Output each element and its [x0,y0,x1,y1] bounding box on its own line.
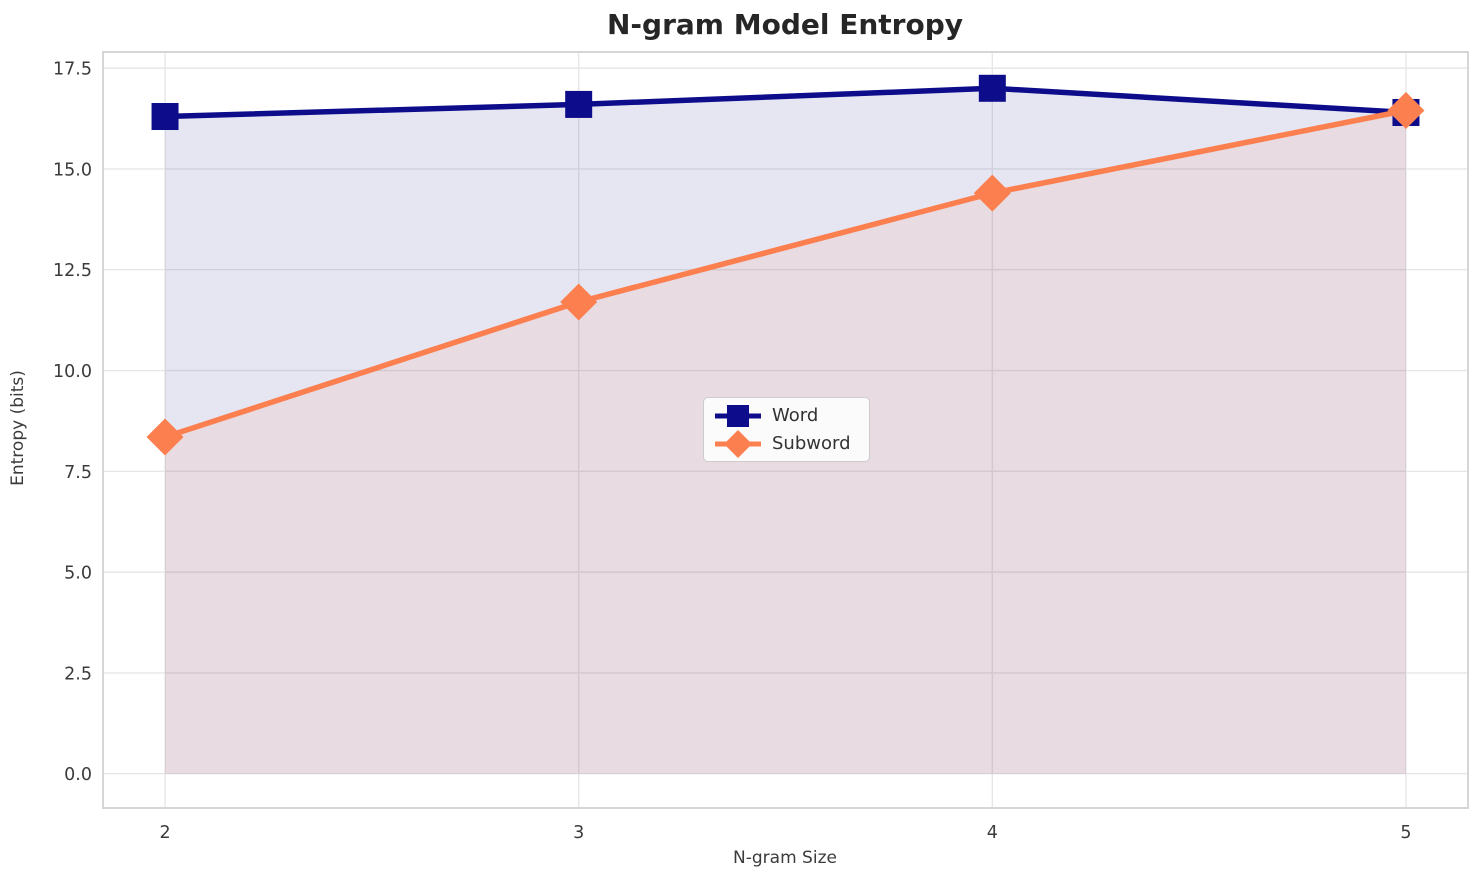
x-tick-label: 2 [159,823,170,843]
marker-diamond-subword [146,418,184,456]
y-tick-label: 5.0 [64,564,92,584]
series-line-word [164,85,1407,120]
subword-series-marker-icon [715,430,761,458]
x-tick-label: 4 [987,823,998,843]
x-axis-label: N-gram Size [733,848,837,868]
marker-diamond-subword [560,283,598,321]
word-series-marker-icon [715,405,761,427]
legend-entry-word: Word [714,402,859,430]
chart-title: N-gram Model Entropy [607,8,963,41]
legend-entry-subword: Subword [714,430,859,458]
series-line-subword [164,107,1407,440]
y-tick-label: 7.5 [64,463,92,483]
legend-label-word: Word [772,405,819,426]
y-tick-label: 0.0 [64,765,92,785]
y-tick-label: 12.5 [53,261,92,281]
y-tick-label: 10.0 [53,362,92,382]
y-tick-label: 2.5 [64,664,92,684]
legend: Word Subword [703,397,870,462]
legend-label-subword: Subword [772,433,851,454]
marker-square-word [151,103,179,131]
plot-border [102,51,1469,809]
marker-square-word [978,74,1006,102]
x-tick-label: 3 [573,823,584,843]
marker-diamond-subword [973,174,1011,212]
y-tick-label: 15.0 [53,160,92,180]
y-tick-label: 17.5 [53,60,92,80]
y-axis-label: Entropy (bits) [8,370,28,486]
marker-square-word [565,90,593,118]
x-tick-label: 5 [1400,823,1411,843]
marker-diamond-subword [1387,91,1425,129]
